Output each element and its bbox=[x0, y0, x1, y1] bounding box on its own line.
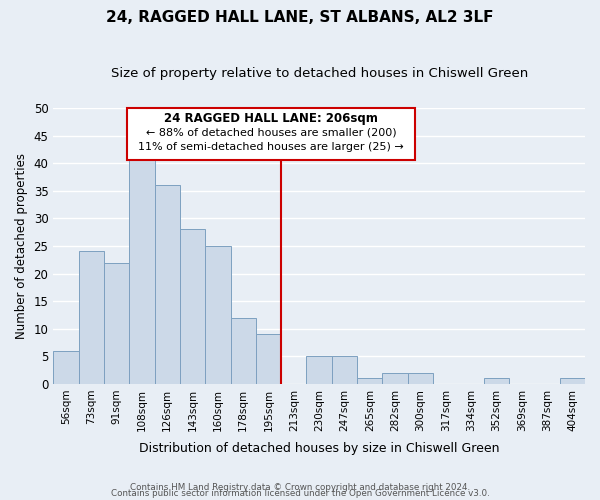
Bar bbox=[560, 378, 585, 384]
Bar bbox=[180, 230, 205, 384]
Title: Size of property relative to detached houses in Chiswell Green: Size of property relative to detached ho… bbox=[110, 68, 528, 80]
Text: 24, RAGGED HALL LANE, ST ALBANS, AL2 3LF: 24, RAGGED HALL LANE, ST ALBANS, AL2 3LF bbox=[106, 10, 494, 25]
Bar bbox=[230, 318, 256, 384]
Bar bbox=[79, 252, 104, 384]
Text: 24 RAGGED HALL LANE: 206sqm: 24 RAGGED HALL LANE: 206sqm bbox=[164, 112, 378, 126]
Bar bbox=[408, 373, 433, 384]
Bar bbox=[205, 246, 230, 384]
Bar bbox=[382, 373, 408, 384]
Text: Contains HM Land Registry data © Crown copyright and database right 2024.: Contains HM Land Registry data © Crown c… bbox=[130, 484, 470, 492]
Text: Contains public sector information licensed under the Open Government Licence v3: Contains public sector information licen… bbox=[110, 490, 490, 498]
Bar bbox=[484, 378, 509, 384]
Bar bbox=[104, 262, 129, 384]
Bar bbox=[307, 356, 332, 384]
Bar bbox=[332, 356, 357, 384]
Y-axis label: Number of detached properties: Number of detached properties bbox=[15, 153, 28, 339]
FancyBboxPatch shape bbox=[127, 108, 415, 160]
Bar bbox=[129, 152, 155, 384]
X-axis label: Distribution of detached houses by size in Chiswell Green: Distribution of detached houses by size … bbox=[139, 442, 499, 455]
Bar bbox=[53, 351, 79, 384]
Text: 11% of semi-detached houses are larger (25) →: 11% of semi-detached houses are larger (… bbox=[138, 142, 404, 152]
Text: ← 88% of detached houses are smaller (200): ← 88% of detached houses are smaller (20… bbox=[146, 128, 397, 138]
Bar bbox=[155, 186, 180, 384]
Bar bbox=[357, 378, 382, 384]
Bar bbox=[256, 334, 281, 384]
